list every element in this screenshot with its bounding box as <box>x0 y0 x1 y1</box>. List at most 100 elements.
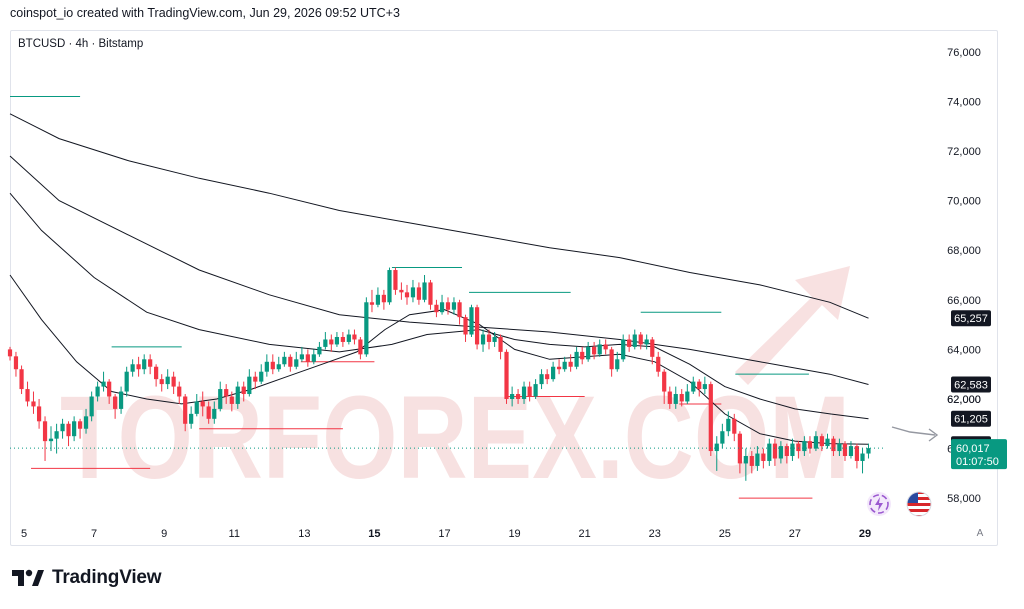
candle-body <box>527 386 532 397</box>
x-tick-label: 23 <box>649 528 661 540</box>
candle-body <box>77 421 83 429</box>
candle-body <box>31 401 36 407</box>
candle-body <box>580 351 585 360</box>
candle <box>142 354 147 375</box>
y-tick-label: 62,000 <box>947 394 981 406</box>
tradingview-logo-icon <box>12 569 44 586</box>
candle-body <box>165 376 170 385</box>
candle <box>60 418 65 439</box>
bottom-icons <box>866 491 932 517</box>
candle-body <box>562 361 567 370</box>
candle-body <box>842 443 848 457</box>
last-price-text: 60,017 <box>956 443 990 455</box>
candle-body <box>486 334 492 342</box>
candle <box>224 384 229 404</box>
tradingview-logo[interactable]: TradingView <box>12 567 162 589</box>
candle <box>592 341 597 360</box>
candle-body <box>621 339 626 360</box>
candle <box>603 339 608 355</box>
candle <box>778 441 783 464</box>
candle-body <box>107 381 112 397</box>
candle-body <box>615 359 620 370</box>
candle-body <box>72 421 77 437</box>
candle <box>469 304 474 337</box>
candle-body <box>369 302 375 305</box>
candle <box>580 346 585 365</box>
x-tick-label: 13 <box>298 528 310 540</box>
candle-body <box>480 334 486 345</box>
candle-body <box>171 376 176 387</box>
candle <box>72 416 77 442</box>
candle <box>767 438 772 466</box>
candle <box>77 418 83 439</box>
candle-body <box>264 361 269 372</box>
auto-scale-button[interactable]: A <box>976 528 984 539</box>
watermark-arrow-icon <box>735 266 850 385</box>
x-tick-label: 15 <box>368 528 380 540</box>
candle <box>802 436 807 457</box>
candle-body <box>136 364 141 370</box>
candle <box>621 334 626 362</box>
y-tick-label: 62,000 <box>947 394 981 406</box>
y-tick-label: 76,000 <box>947 47 981 59</box>
candle <box>276 356 281 372</box>
x-tick-label: 27 <box>789 528 801 540</box>
candle-body <box>848 446 854 457</box>
candle <box>848 441 854 459</box>
candle <box>510 386 515 407</box>
x-tick-label: 7 <box>91 528 97 540</box>
candle <box>404 284 410 305</box>
candle <box>439 294 445 315</box>
candle-body <box>854 446 860 461</box>
candle-body <box>439 302 445 313</box>
candle-body <box>183 396 188 424</box>
price-label-text: 65,257 <box>954 313 988 325</box>
candle-body <box>387 270 392 303</box>
candle-body <box>434 304 439 313</box>
candle-body <box>737 433 742 464</box>
candle <box>685 384 690 404</box>
candle <box>282 351 287 367</box>
candle <box>854 443 860 469</box>
candle-body <box>340 336 345 342</box>
candle-body <box>825 438 830 447</box>
candle <box>732 413 737 442</box>
candle-body <box>154 366 159 380</box>
candle-body <box>556 366 562 370</box>
candle <box>445 297 451 315</box>
candle-body <box>784 446 789 457</box>
candle-body <box>358 339 363 355</box>
chart-caption: coinspot_io created with TradingView.com… <box>10 6 400 20</box>
candle <box>113 394 118 419</box>
candle <box>527 381 532 402</box>
candle <box>264 354 269 377</box>
candle-body <box>749 456 754 466</box>
candle <box>311 349 316 365</box>
candle-body <box>218 389 223 409</box>
candle-body <box>451 302 457 310</box>
candle-body <box>329 339 334 345</box>
candle <box>323 332 328 350</box>
candle <box>434 299 439 318</box>
candle <box>159 374 164 392</box>
candle-body <box>685 391 690 402</box>
x-tick-label: 9 <box>161 528 167 540</box>
candle-body <box>510 394 515 399</box>
price-label-text: 61,205 <box>954 414 988 426</box>
candle-body <box>422 282 427 300</box>
candle <box>597 339 602 357</box>
candle <box>837 438 842 457</box>
candle-body <box>404 292 410 298</box>
candle <box>486 329 492 350</box>
x-tick-label: 19 <box>508 528 520 540</box>
candle <box>866 443 871 459</box>
candle <box>796 441 801 459</box>
symbol-legend[interactable]: BTCUSD · 4h · Bitstamp <box>18 38 144 50</box>
candle <box>206 401 211 424</box>
candle-body <box>323 339 328 347</box>
candle-body <box>463 317 468 335</box>
candle <box>457 299 462 325</box>
candle-body <box>627 339 632 347</box>
candle-body <box>551 366 556 380</box>
